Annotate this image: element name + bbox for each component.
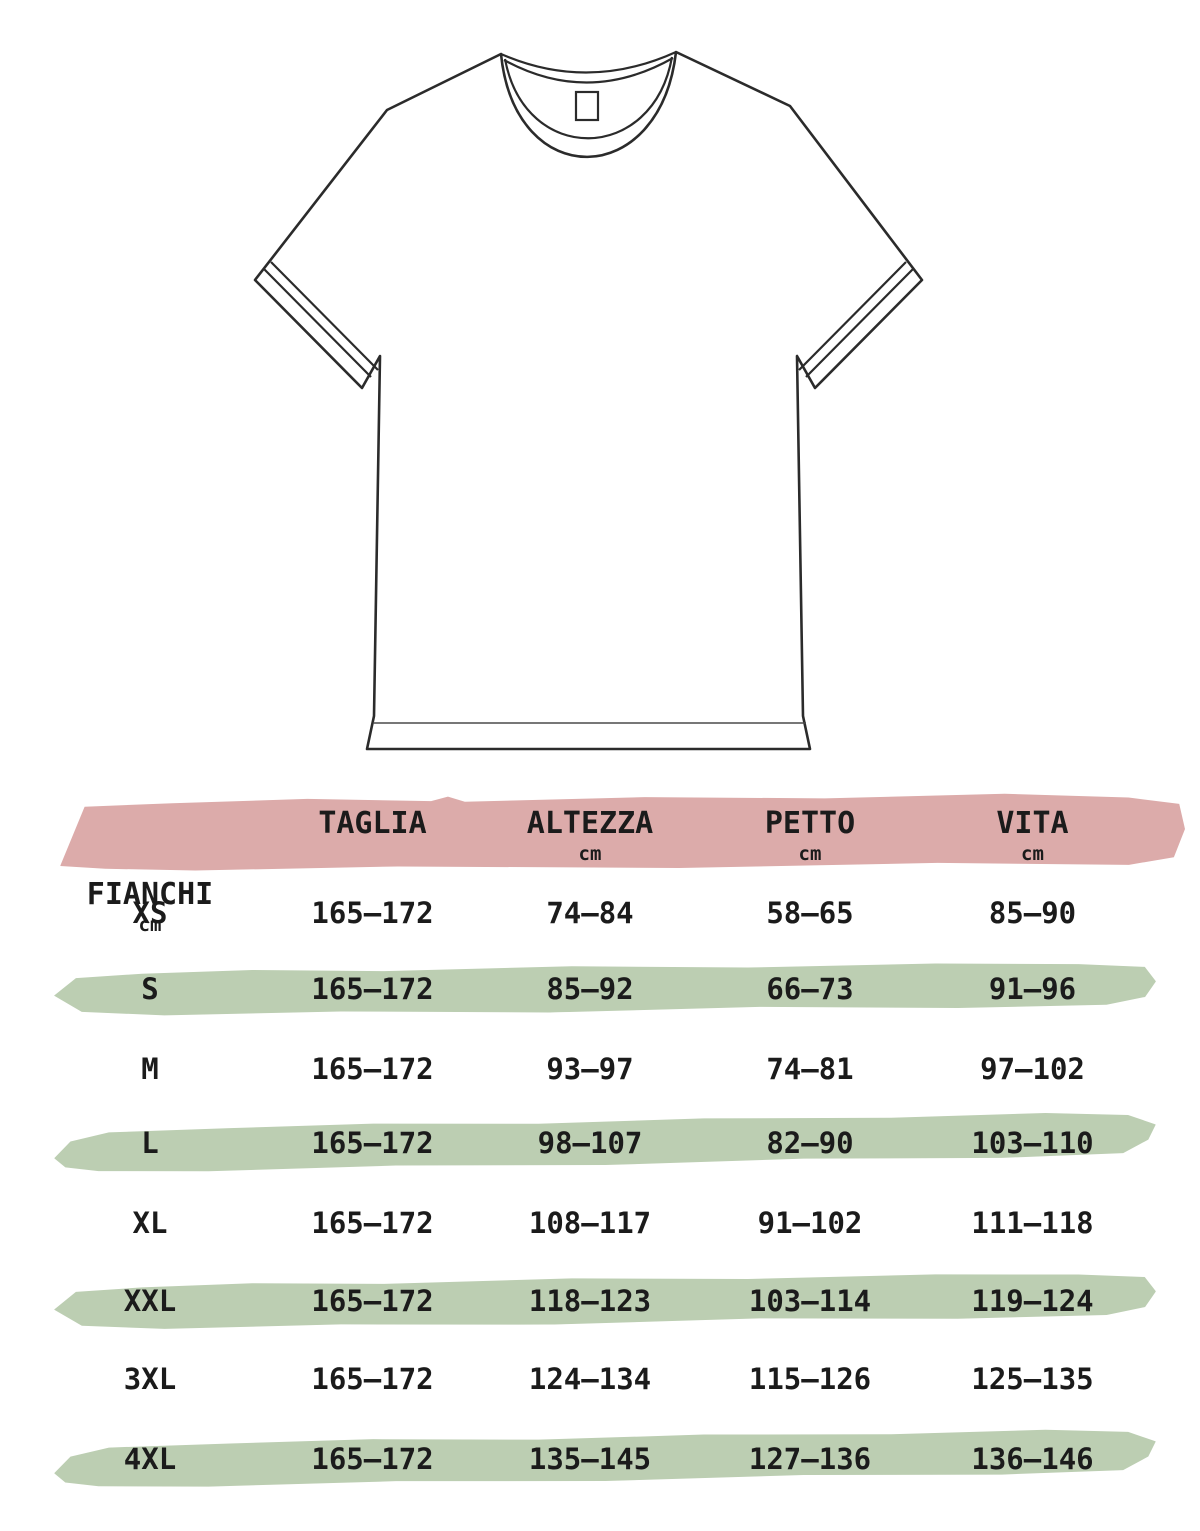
column-unit: cm [1021, 843, 1044, 865]
column-header-vita: VITA cm [945, 795, 1120, 869]
table-row: M 165–172 93–97 74–81 97–102 [60, 1046, 1120, 1092]
size-cell: L [141, 1126, 159, 1160]
size-cell: XXL [123, 1284, 177, 1318]
table-row: XL 165–172 108–117 91–102 111–118 [60, 1200, 1120, 1246]
column-label: PETTO [764, 806, 856, 841]
column-label: ALTEZZA [526, 806, 654, 841]
petto-cell: 85–92 [546, 972, 634, 1006]
petto-cell: 124–134 [528, 1362, 652, 1396]
fianchi-cell: 119–124 [971, 1284, 1094, 1318]
size-cell: XL [132, 1206, 168, 1240]
petto-cell: 74–84 [546, 896, 634, 930]
vita-cell: 74–81 [766, 1052, 854, 1086]
column-unit: cm [798, 843, 822, 865]
size-cell: M [141, 1052, 159, 1086]
column-unit: cm [578, 843, 602, 865]
fianchi-cell: 97–102 [980, 1052, 1085, 1086]
table-row: XS 165–172 74–84 58–65 85–90 [60, 890, 1120, 936]
vita-cell: 66–73 [766, 972, 854, 1006]
altezza-cell: 165–172 [311, 1442, 434, 1476]
fianchi-cell: 125–135 [971, 1362, 1094, 1396]
vita-cell: 82–90 [766, 1126, 854, 1160]
petto-cell: 98–107 [537, 1126, 643, 1160]
size-cell: S [141, 972, 159, 1006]
petto-cell: 118–123 [528, 1284, 652, 1318]
fianchi-cell: 85–90 [988, 896, 1077, 930]
table-header: TAGLIA ALTEZZA cm PETTO cm VITA cm FIANC… [60, 795, 1120, 936]
table-row: 4XL 165–172 135–145 127–136 136–146 [60, 1436, 1120, 1482]
size-cell: 4XL [123, 1442, 177, 1476]
sleeve-cuff-seams [263, 261, 914, 378]
column-header-altezza: ALTEZZA cm [505, 795, 675, 869]
petto-cell: 135–145 [528, 1442, 652, 1476]
column-label: VITA [996, 806, 1069, 841]
vita-cell: 115–126 [748, 1362, 872, 1396]
fianchi-cell: 91–96 [988, 972, 1077, 1006]
table-row: S 165–172 85–92 66–73 91–96 [60, 966, 1120, 1012]
table-row: L 165–172 98–107 82–90 103–110 [60, 1120, 1120, 1166]
column-header-petto: PETTO cm [675, 795, 945, 869]
column-header-taglia: TAGLIA [240, 795, 505, 869]
tshirt-illustration [253, 50, 924, 751]
altezza-cell: 165–172 [311, 1362, 434, 1396]
vita-cell: 103–114 [748, 1284, 872, 1318]
altezza-cell: 165–172 [311, 972, 434, 1006]
altezza-cell: 165–172 [311, 1206, 434, 1240]
altezza-cell: 165–172 [311, 896, 434, 930]
fianchi-cell: 103–110 [971, 1126, 1094, 1160]
neck-tag [574, 90, 600, 122]
fianchi-cell: 136–146 [971, 1442, 1094, 1476]
altezza-cell: 165–172 [311, 1052, 434, 1086]
table-row: XXL 165–172 118–123 103–114 119–124 [60, 1278, 1120, 1324]
column-label: TAGLIA [318, 806, 427, 841]
tshirt-body-outline [253, 50, 924, 751]
petto-cell: 93–97 [546, 1052, 634, 1086]
size-cell: 3XL [123, 1362, 177, 1396]
petto-cell: 108–117 [528, 1206, 652, 1240]
column-unit: cm [138, 914, 162, 936]
vita-cell: 91–102 [757, 1206, 863, 1240]
size-cell: XS [132, 896, 168, 930]
table-row: 3XL 165–172 124–134 115–126 125–135 [60, 1356, 1120, 1402]
vita-cell: 127–136 [748, 1442, 872, 1476]
column-label: FIANCHI [86, 877, 214, 912]
altezza-cell: 165–172 [311, 1284, 434, 1318]
column-header-fianchi: FIANCHI cm [60, 869, 240, 937]
collar-band [500, 50, 677, 140]
altezza-cell: 165–172 [311, 1126, 434, 1160]
vita-cell: 58–65 [766, 896, 854, 930]
fianchi-cell: 111–118 [971, 1206, 1094, 1240]
